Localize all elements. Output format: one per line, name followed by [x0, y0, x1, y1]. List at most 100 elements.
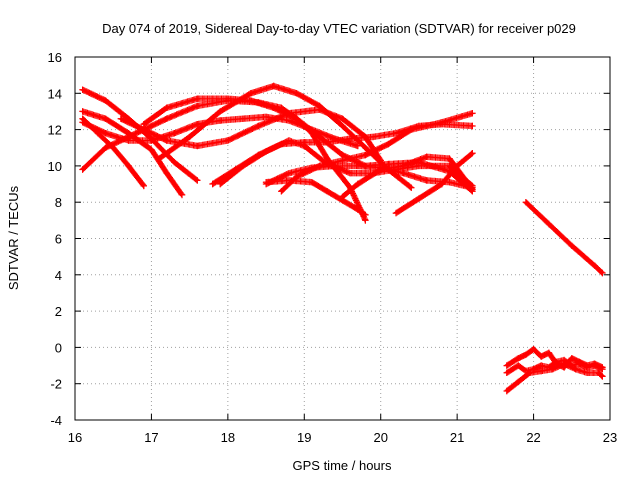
data-point	[362, 144, 369, 151]
data-point	[247, 90, 254, 97]
data-point	[400, 170, 407, 177]
data-point	[423, 153, 430, 160]
data-point	[155, 155, 163, 162]
data-point	[270, 104, 277, 111]
data-point	[538, 367, 545, 375]
data-point	[163, 137, 170, 144]
x-tick-label: 22	[526, 430, 540, 445]
data-point	[362, 151, 369, 159]
data-point	[339, 115, 346, 122]
data-point	[79, 86, 86, 93]
data-point	[583, 369, 591, 376]
x-axis-label: GPS time / hours	[293, 458, 392, 473]
data-point	[408, 126, 415, 133]
series-sat-s	[503, 360, 606, 395]
data-point	[515, 378, 522, 386]
data-point	[239, 115, 247, 122]
data-point	[102, 144, 109, 151]
data-point	[171, 159, 178, 166]
data-point	[438, 119, 446, 126]
data-point	[140, 126, 147, 133]
data-point	[560, 360, 568, 367]
x-tick-label: 19	[297, 430, 311, 445]
data-point	[377, 166, 384, 173]
data-point	[79, 166, 86, 173]
data-point	[583, 364, 591, 371]
ticks-layer: 16 17 18 19 20 21 22 23 -4 -2 0 2 4 6 8 10 12 14 16	[48, 50, 618, 445]
data-point	[549, 366, 556, 373]
data-point	[79, 119, 86, 126]
data-point	[178, 191, 186, 199]
series-sat-h	[155, 82, 415, 191]
y-tick-label: 4	[55, 268, 62, 283]
data-point	[369, 133, 377, 141]
data-point	[148, 146, 155, 153]
series-sat-k	[262, 177, 369, 219]
y-tick-label: 12	[48, 123, 62, 138]
y-tick-label: 2	[55, 304, 62, 319]
data-point	[339, 157, 346, 164]
data-point	[599, 269, 606, 277]
x-tick-label: 20	[373, 430, 387, 445]
data-point	[354, 142, 361, 150]
data-point	[515, 355, 522, 362]
data-point	[415, 195, 423, 202]
data-point	[385, 140, 392, 148]
data-point	[285, 117, 293, 124]
data-point	[324, 155, 331, 162]
data-point	[301, 142, 308, 150]
data-point	[453, 162, 461, 170]
x-tick-label: 23	[603, 430, 617, 445]
data-point	[194, 177, 201, 184]
series-sat-o	[392, 150, 476, 217]
data-point	[599, 373, 606, 380]
data-point	[308, 179, 316, 186]
data-point	[522, 199, 530, 206]
data-point	[530, 346, 537, 353]
data-point	[102, 97, 109, 104]
series-markers	[262, 177, 369, 219]
data-point	[568, 355, 575, 362]
data-point	[125, 162, 132, 170]
data-point	[469, 122, 476, 130]
data-point	[132, 130, 140, 137]
data-point	[469, 186, 476, 193]
y-tick-label: 6	[55, 232, 62, 247]
data-point	[262, 148, 270, 155]
chart-title: Day 074 of 2019, Sidereal Day-to-day VTE…	[102, 21, 576, 36]
data-point	[576, 360, 583, 367]
data-point	[217, 180, 224, 188]
data-point	[522, 351, 530, 358]
grid-layer	[75, 57, 610, 420]
data-point	[79, 108, 86, 115]
data-point	[308, 164, 316, 171]
data-point	[217, 108, 224, 115]
data-point	[270, 82, 277, 90]
x-tick-label: 21	[450, 430, 464, 445]
data-point	[316, 102, 323, 110]
data-point	[346, 170, 354, 177]
data-point	[224, 95, 232, 102]
data-point	[392, 130, 400, 137]
data-point	[346, 135, 354, 142]
data-point	[446, 155, 453, 162]
data-point	[446, 179, 453, 186]
x-tick-label: 17	[144, 430, 158, 445]
y-tick-label: 8	[55, 195, 62, 210]
data-point	[503, 362, 510, 369]
data-point	[423, 177, 430, 184]
data-point	[209, 180, 216, 188]
data-point	[408, 184, 415, 191]
data-point	[324, 188, 331, 195]
data-point	[217, 117, 224, 124]
y-axis-label: SDTVAR / TECUs	[6, 185, 21, 290]
data-point	[293, 90, 300, 97]
data-point	[247, 97, 254, 104]
data-point	[354, 180, 361, 188]
data-point	[545, 349, 553, 356]
data-point	[538, 353, 545, 360]
data-point	[354, 206, 361, 213]
data-point	[186, 133, 193, 141]
series-sat-n	[339, 153, 476, 200]
